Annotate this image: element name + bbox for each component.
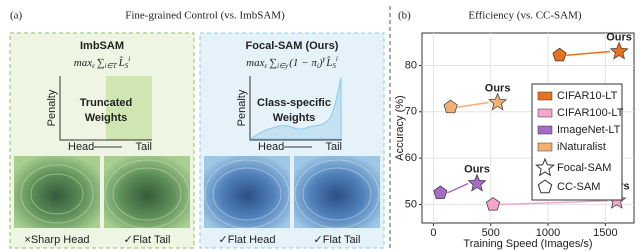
landscape-label: ✓Flat Tail [124, 234, 171, 246]
y-tick-label: 50 [405, 198, 417, 210]
annotation: Ours [485, 82, 511, 94]
panel-label: (a) [10, 10, 23, 22]
point [433, 185, 448, 199]
x-start: Head [258, 141, 284, 153]
legend-label: ImageNet-LT [557, 124, 621, 136]
y-label: Penalty [46, 89, 58, 126]
x-tick-label: 1000 [536, 227, 560, 239]
y-tick-label: 60 [405, 152, 417, 164]
point [443, 99, 458, 114]
formula: maxε ∑i∈y(1 − πi)γL̂Si [246, 55, 338, 70]
inset-axes [59, 76, 152, 141]
point [609, 41, 629, 60]
point [488, 92, 508, 111]
arrow [447, 182, 469, 194]
y-tick-label: 80 [405, 59, 417, 71]
legend-label: Focal-SAM [557, 162, 611, 174]
point [467, 173, 487, 192]
inset-label: Weights [273, 112, 316, 124]
legend-label: CIFAR100-LT [557, 107, 624, 119]
x-end: Tail [135, 141, 152, 153]
y-tick-label: 70 [405, 106, 417, 118]
legend-label: CC-SAM [557, 181, 600, 193]
y-label: Accuracy (%) [394, 95, 406, 160]
legend-box [531, 83, 623, 201]
annotation: Ours [464, 164, 490, 176]
legend-marker [537, 179, 553, 194]
landscape-label: ✓Flat Tail [314, 234, 361, 246]
arrow [500, 200, 608, 206]
x-end: Tail [325, 141, 342, 153]
legend-label: iNaturalist [557, 141, 606, 153]
loss-landscapes [14, 156, 380, 229]
panel-label: (b) [398, 10, 411, 22]
legend-swatch [537, 91, 553, 101]
penalty-curve [249, 77, 342, 140]
inset-label: Truncated [80, 97, 133, 109]
inset-label: Class-specific [257, 97, 331, 109]
legend-marker [535, 157, 555, 177]
x-tick-label: 1500 [593, 227, 617, 239]
point [485, 197, 501, 211]
legend-label: CIFAR10-LT [557, 90, 618, 102]
arrow [457, 101, 489, 108]
panel-b: (b) Efficiency (vs. CC-SAM) Training Spe… [394, 10, 635, 250]
x-label: Training Speed (Images/s) [463, 238, 592, 250]
box-title: ImbSAM [80, 40, 124, 52]
panel-a: (a) Fine-grained Control (vs. ImbSAM) Im… [9, 10, 385, 249]
legend-swatch [537, 142, 553, 152]
landscape-label: ✓Flat Head [219, 234, 276, 246]
shaded-region [106, 76, 152, 140]
x-tick-label: 0 [430, 227, 436, 239]
annotation: Ours [606, 31, 632, 43]
formula: maxε ∑i∈T L̂Si [74, 55, 131, 70]
point [552, 47, 567, 62]
inset-axes [249, 76, 342, 141]
legend-swatch [537, 125, 553, 135]
legend-swatch [537, 108, 553, 118]
chart-title: Efficiency (vs. CC-SAM) [468, 10, 581, 22]
y-label: Penalty [236, 89, 248, 126]
arrow [566, 50, 611, 56]
landscape-label: ×Sharp Head [24, 234, 89, 246]
x-tick-label: 500 [482, 227, 500, 239]
box-title: Focal-SAM (Ours) [246, 40, 339, 52]
panel-title: Fine-grained Control (vs. ImbSAM) [125, 10, 285, 22]
inset-label: Weights [85, 112, 128, 124]
x-start: Head [68, 141, 94, 153]
